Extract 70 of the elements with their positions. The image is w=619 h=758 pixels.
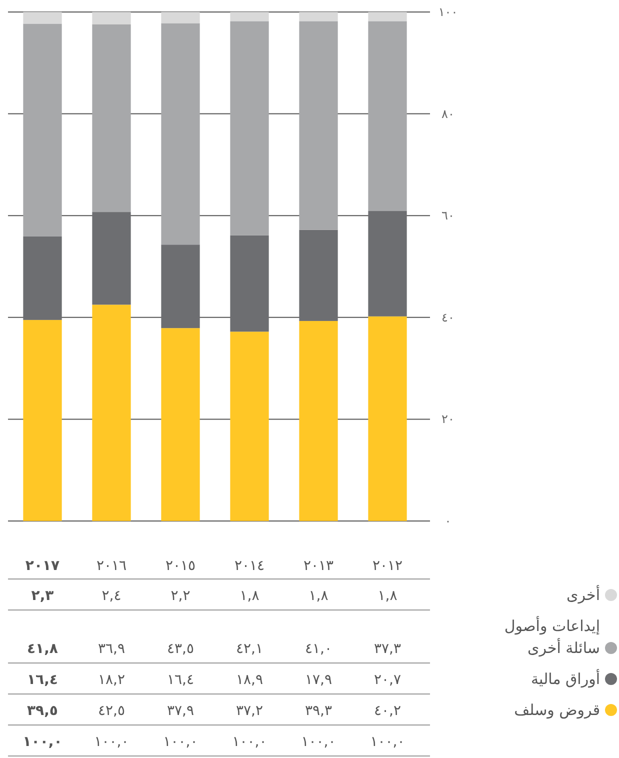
data-label: ١,٨ [240,588,260,604]
bar [230,12,269,22]
data-label: ٣٦,٩ [98,641,126,657]
data-label: ٤٢,٥ [98,703,126,719]
bar [299,12,338,22]
data-label: ١٦,٤ [27,672,58,688]
y-tick-label: ٤٠ [442,310,454,324]
bar [23,236,62,320]
x-tick-label: ٢٠١٧ [25,558,60,574]
bar [368,316,407,521]
data-label: ٣٧,٩ [166,703,194,719]
data-label: ٢,٣ [31,588,54,604]
bar [368,21,407,212]
bar [92,212,131,305]
data-label: ٤١,٠ [304,641,332,657]
data-label: ٢,٤ [102,588,122,604]
bar [23,24,62,236]
data-label: ٣٩,٣ [304,703,332,719]
data-label: ١,٨ [308,588,329,604]
y-tick-label: ٠ [444,514,452,528]
bar [23,320,62,521]
y-tick-label: ٦٠ [442,208,454,223]
data-label: ٣٧,٣ [374,641,402,657]
text: ١٠٠,٠ [301,734,336,750]
bar [368,211,407,316]
bar [92,12,131,24]
data-label: ٤٠,٢ [374,703,402,719]
bar [161,23,200,245]
bar [230,235,269,332]
data-label: ١,٨ [378,588,398,604]
bar [92,304,131,521]
text: ١٠٠,٠ [370,734,405,750]
legend-label: أوراق مالية [531,669,600,688]
legend-label: أخرى [566,585,600,604]
bar [161,12,200,24]
x-tick-label: ٢٠١٢ [372,558,403,574]
bar [299,21,338,230]
data-label: ٢,٢ [170,588,190,604]
y-tick-label: ٢٠ [442,412,454,426]
text: إيداعات وأصول سائلة أخرى [504,616,600,657]
y-tick-label: ١٠٠ [438,5,458,19]
x-tick-label: ٢٠١٥ [165,558,196,574]
data-label: ٤٣,٥ [166,641,194,657]
legend-label: قروض وسلف [514,701,600,719]
bar [230,21,269,236]
y-tick-label: ٨٠ [442,106,454,121]
bar [299,320,338,521]
data-label: ٣٧,٢ [236,703,264,719]
bar [92,24,131,212]
data-label: ٣٩,٥ [27,703,58,719]
data-label: ٤٢,١ [236,641,264,657]
data-label: ٢٠,٧ [374,672,402,688]
x-tick-label: ٢٠١٣ [303,558,334,574]
data-label: ١٦,٤ [166,672,194,688]
bar [161,244,200,328]
bar [230,332,269,521]
text: ١٠٠,٠ [94,734,129,750]
text: ١٠٠,٠ [232,734,267,750]
bar [299,230,338,321]
data-label: ١٨,٢ [98,672,126,688]
bar [368,12,407,22]
bar [23,12,62,24]
text: ١٠٠,٠ [22,734,62,750]
data-label: ١٧,٩ [304,672,332,688]
bar [161,328,200,521]
x-tick-label: ٢٠١٤ [234,558,265,574]
data-label: ١٨,٩ [236,672,264,688]
x-tick-label: ٢٠١٦ [96,558,127,574]
text: ١٠٠,٠ [163,734,198,750]
data-label: ٤١,٨ [27,641,58,657]
